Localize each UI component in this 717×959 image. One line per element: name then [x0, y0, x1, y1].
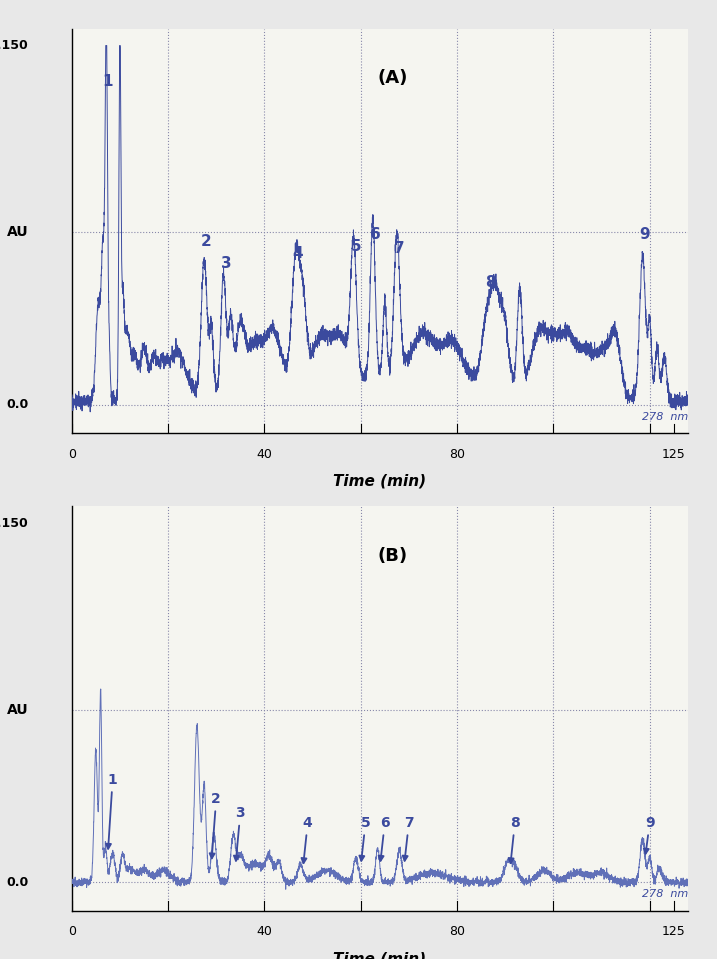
- Text: 7: 7: [394, 242, 404, 256]
- Text: 0: 0: [67, 925, 76, 939]
- Text: Time (min): Time (min): [333, 474, 427, 489]
- Text: 0.150: 0.150: [0, 517, 29, 529]
- Text: AU: AU: [7, 225, 29, 240]
- Text: 6: 6: [379, 815, 389, 861]
- Text: (A): (A): [377, 69, 407, 87]
- Text: 2: 2: [201, 234, 212, 249]
- Text: 278  nm: 278 nm: [642, 412, 688, 422]
- Text: 7: 7: [403, 815, 414, 861]
- Text: Time (min): Time (min): [333, 951, 427, 959]
- Text: 125: 125: [662, 925, 685, 939]
- Text: 5: 5: [359, 815, 371, 861]
- Text: 9: 9: [640, 227, 650, 242]
- Text: 9: 9: [644, 815, 655, 854]
- Text: 5: 5: [351, 239, 361, 254]
- Text: 8: 8: [508, 815, 520, 863]
- Text: 1: 1: [106, 773, 118, 849]
- Text: (B): (B): [377, 547, 407, 565]
- Text: 278  nm: 278 nm: [642, 890, 688, 900]
- Text: 125: 125: [662, 448, 685, 461]
- Text: 40: 40: [257, 448, 272, 461]
- Text: 80: 80: [449, 925, 465, 939]
- Text: 4: 4: [301, 815, 313, 863]
- Text: 2: 2: [209, 792, 221, 858]
- Text: 40: 40: [257, 925, 272, 939]
- Text: AU: AU: [7, 703, 29, 717]
- Text: 4: 4: [293, 246, 303, 261]
- Text: 8: 8: [485, 275, 496, 290]
- Text: 6: 6: [370, 227, 381, 242]
- Text: 0.0: 0.0: [6, 398, 29, 411]
- Text: 0.150: 0.150: [0, 39, 29, 52]
- Text: 1: 1: [103, 74, 113, 88]
- Text: 3: 3: [234, 807, 245, 861]
- Text: 3: 3: [221, 256, 231, 270]
- Text: 0: 0: [67, 448, 76, 461]
- Text: 80: 80: [449, 448, 465, 461]
- Text: 0.0: 0.0: [6, 876, 29, 889]
